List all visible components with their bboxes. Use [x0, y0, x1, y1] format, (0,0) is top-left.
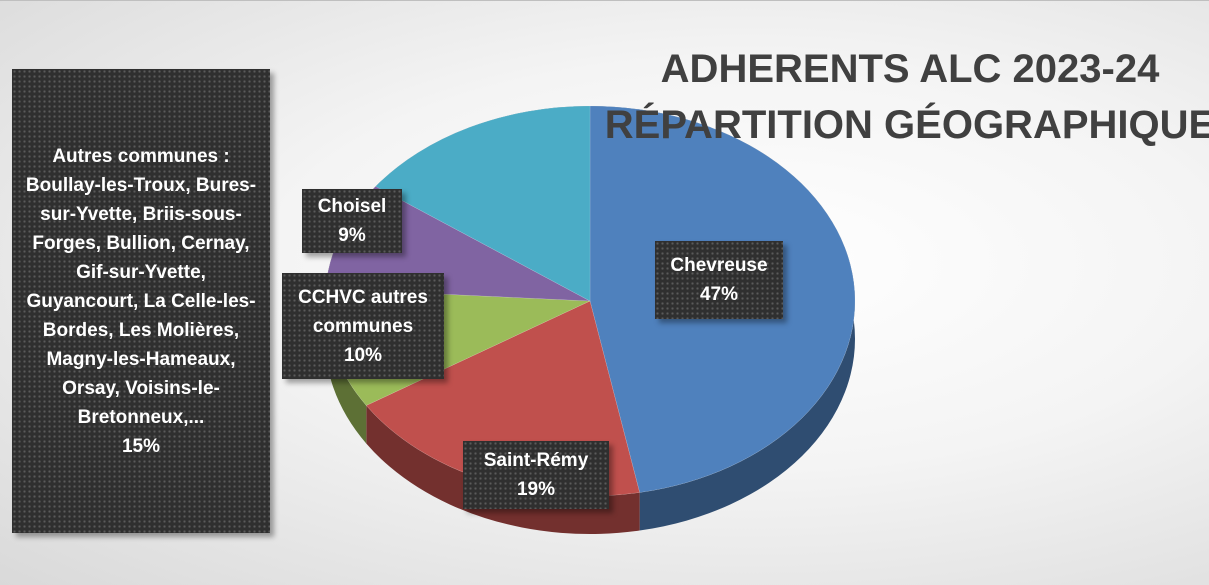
category-name: CCHVC autres communes	[298, 286, 428, 337]
data-label: Choisel 9%	[302, 189, 402, 253]
data-label: CCHVC autres communes 10%	[282, 273, 444, 379]
value-label: 15%	[121, 435, 161, 457]
category-name: Chevreuse	[670, 255, 768, 276]
value-label: 47%	[699, 284, 738, 305]
label-text: Chevreuse 47%	[670, 251, 767, 309]
label-text: Choisel 9%	[318, 192, 387, 250]
label-text: CCHVC autres communes 10%	[290, 283, 436, 370]
category-name: Choisel	[317, 196, 387, 217]
category-name: Saint-Rémy	[483, 450, 589, 471]
label-text: Saint-Rémy 19%	[484, 446, 589, 504]
data-label: Saint-Rémy 19%	[463, 441, 609, 509]
slice-side	[325, 288, 367, 444]
chart-title: ADHERENTS ALC 2023-24	[660, 47, 1160, 91]
data-label: Chevreuse 47%	[655, 241, 783, 319]
value-label: 10%	[343, 344, 383, 366]
label-text: Autres communes : Boullay-les-Troux, Bur…	[20, 142, 262, 461]
value-label: 19%	[516, 479, 556, 500]
slice	[375, 105, 591, 302]
category-name: Autres communes : Boullay-les-Troux, Bur…	[25, 145, 257, 428]
value-label: 9%	[338, 225, 366, 246]
data-label: Autres communes : Boullay-les-Troux, Bur…	[12, 69, 270, 533]
chart-subtitle: RÉPARTITION GÉOGRAPHIQUE	[604, 103, 1209, 147]
